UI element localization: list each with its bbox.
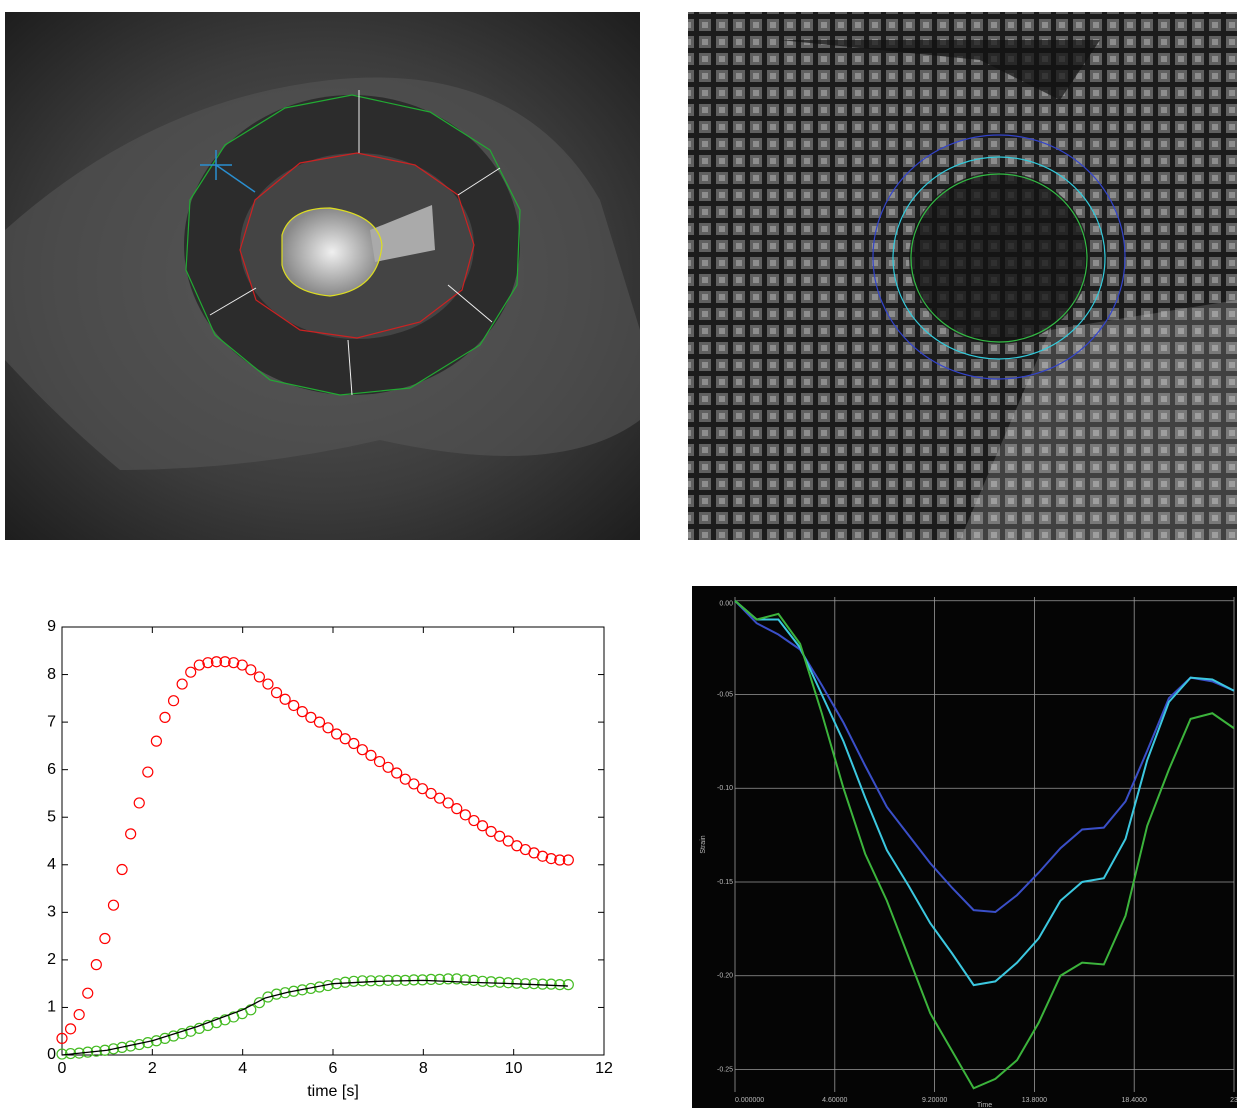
x-tick-label: 0 bbox=[58, 1060, 67, 1077]
y-tick-label: 1 bbox=[47, 999, 56, 1016]
y-tick-label: 0.00 bbox=[719, 601, 733, 608]
y-tick-label: -0.20 bbox=[717, 973, 733, 980]
x-tick-label: 12 bbox=[595, 1060, 613, 1077]
y-tick-label: -0.15 bbox=[717, 879, 733, 886]
mri-image-left bbox=[5, 12, 640, 540]
y-tick-label: 3 bbox=[47, 904, 56, 921]
x-tick-label: 6 bbox=[329, 1060, 338, 1077]
x-tick-label: 8 bbox=[419, 1060, 428, 1077]
y-tick-label: 8 bbox=[47, 666, 56, 683]
y-tick-label: 4 bbox=[47, 856, 56, 873]
y-axis-label: Strain bbox=[700, 835, 707, 853]
page: {"chart_data": [ {"type": "scatter", "xl… bbox=[0, 0, 1237, 1108]
x-tick-label: 9.20000 bbox=[922, 1097, 947, 1104]
y-tick-label: 7 bbox=[47, 713, 56, 730]
figure: 0246810120123456789time [s]0.0000004.600… bbox=[0, 0, 1237, 1108]
y-tick-label: -0.25 bbox=[717, 1066, 733, 1073]
plot-background bbox=[692, 586, 1237, 1108]
mri-image-right bbox=[688, 12, 1237, 540]
y-tick-label: -0.10 bbox=[717, 785, 733, 792]
x-tick-label: 13.8000 bbox=[1022, 1097, 1047, 1104]
x-axis-label: time [s] bbox=[307, 1083, 359, 1100]
x-tick-label: 4.60000 bbox=[822, 1097, 847, 1104]
x-tick-label: 2 bbox=[148, 1060, 157, 1077]
y-tick-label: 2 bbox=[47, 951, 56, 968]
x-tick-label: 4 bbox=[238, 1060, 247, 1077]
x-axis-label: Time bbox=[977, 1102, 992, 1108]
x-tick-label: 18.4000 bbox=[1122, 1097, 1147, 1104]
y-tick-label: 6 bbox=[47, 761, 56, 778]
y-tick-label: -0.05 bbox=[717, 691, 733, 698]
x-tick-label: 10 bbox=[505, 1060, 523, 1077]
axes-box bbox=[62, 627, 604, 1055]
y-tick-label: 5 bbox=[47, 808, 56, 825]
x-tick-label: 23 bbox=[1230, 1097, 1237, 1104]
x-tick-label: 0.000000 bbox=[735, 1097, 764, 1104]
y-tick-label: 0 bbox=[47, 1046, 56, 1063]
y-tick-label: 9 bbox=[47, 618, 56, 635]
